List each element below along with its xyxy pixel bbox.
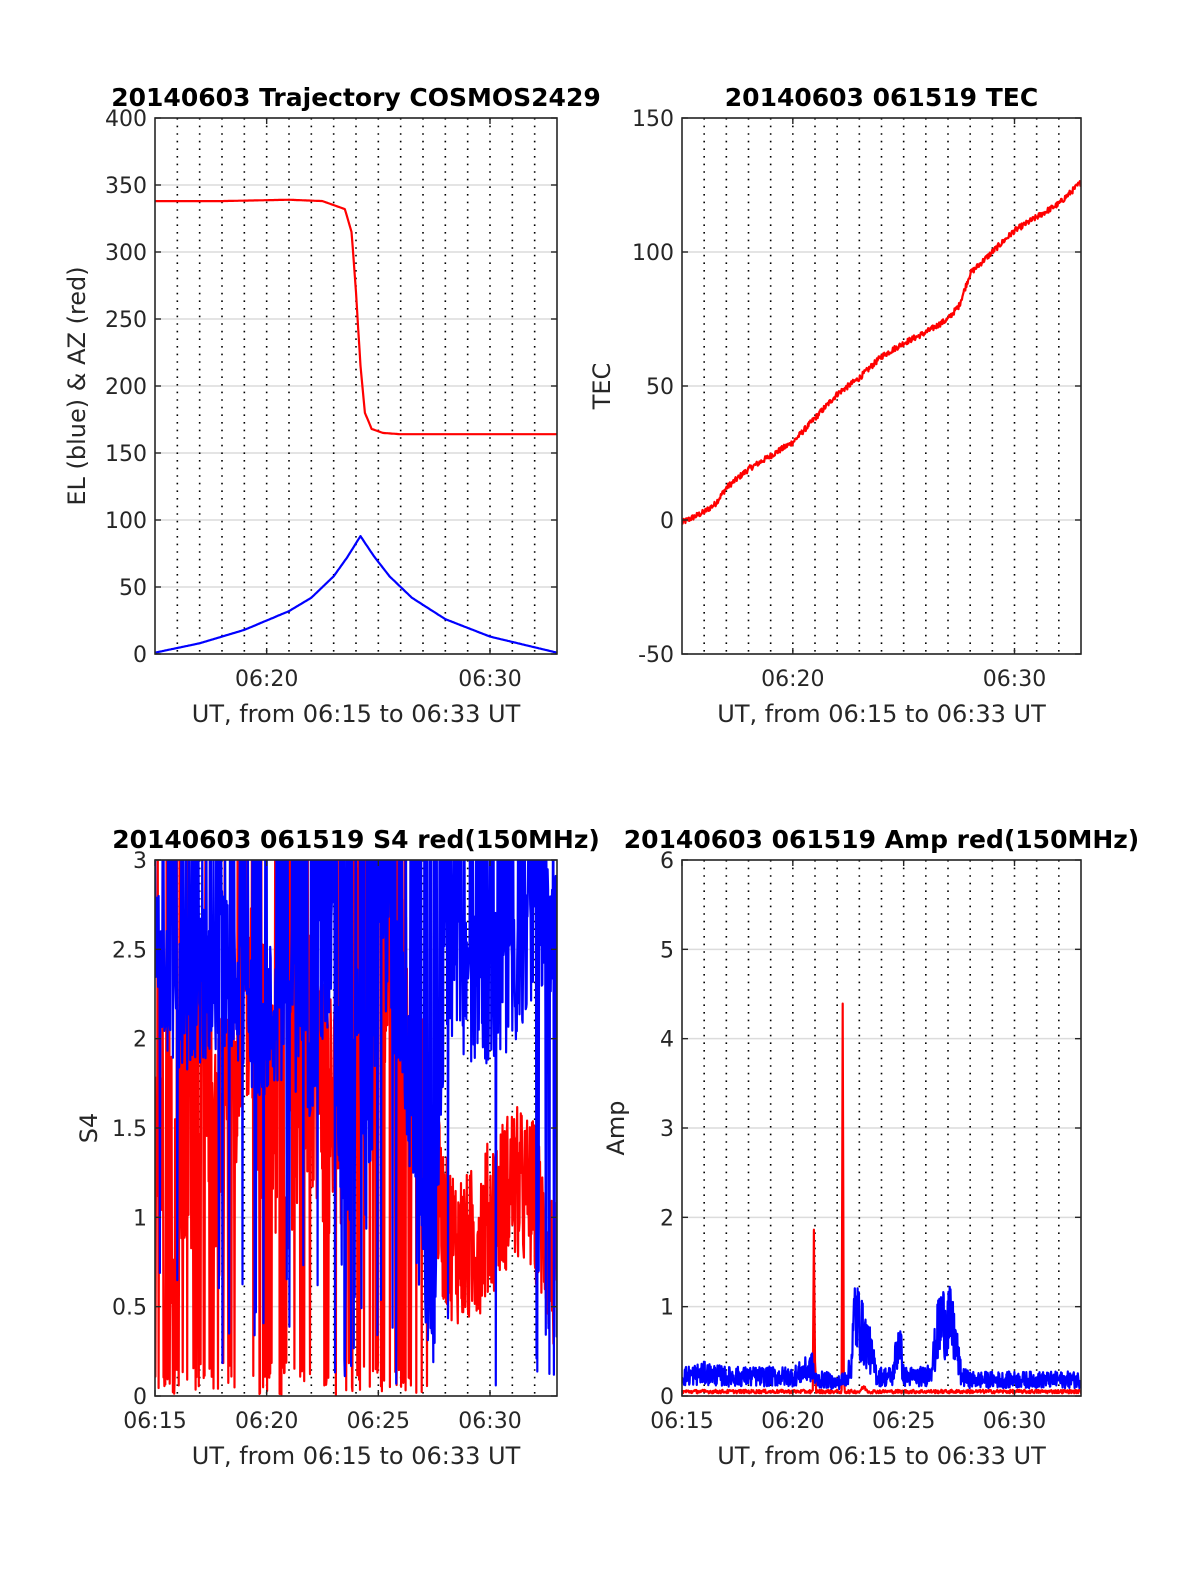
y-tick-label: 100 [105, 509, 147, 534]
y-axis-label: Amp [602, 1100, 630, 1155]
y-axis-label: EL (blue) & AZ (red) [63, 266, 91, 505]
x-tick-label: 06:20 [761, 1409, 824, 1434]
y-tick-label: 5 [660, 938, 674, 963]
x-tick-label: 06:30 [983, 1409, 1046, 1434]
chart-panel-2: -50 0 50 100 150 06:20 06:30 20140603 061519 TE… [588, 83, 1082, 728]
series-line-1 [682, 180, 1081, 525]
y-tick-label: 250 [105, 308, 147, 333]
chart-title: 20140603 061519 Amp red(150MHz) [624, 825, 1140, 854]
y-tick-label: 300 [105, 241, 147, 266]
x-axis-label: UT, from 06:15 to 06:33 UT [717, 1442, 1046, 1470]
y-tick-label: 150 [105, 442, 147, 467]
y-axis-label: TEC [588, 363, 616, 411]
x-axis-label: UT, from 06:15 to 06:33 UT [192, 1442, 521, 1470]
x-tick-label: 06:20 [761, 667, 824, 692]
y-tick-label: 3 [133, 849, 147, 874]
x-axis-label: UT, from 06:15 to 06:33 UT [192, 700, 521, 728]
chart-title: 20140603 061519 S4 red(150MHz) [112, 825, 600, 854]
y-tick-label: 100 [632, 241, 674, 266]
x-tick-label: 06:20 [235, 1409, 298, 1434]
data-layer [155, 860, 557, 1396]
y-tick-label: 0 [660, 1385, 674, 1410]
chart-panel-3: 0 0.5 1 1.5 2 2.5 3 06:15 06:20 06:25 06:30 2014060… [75, 825, 600, 1470]
y-tick-label: 350 [105, 174, 147, 199]
x-axis-label: UT, from 06:15 to 06:33 UT [717, 700, 1046, 728]
y-tick-label: 50 [646, 375, 674, 400]
y-tick-label: 0 [133, 643, 147, 668]
y-tick-label: 1.5 [112, 1117, 147, 1142]
y-tick-label: 3 [660, 1117, 674, 1142]
data-layer [682, 180, 1081, 525]
y-tick-label: 150 [632, 107, 674, 132]
y-tick-label: 1 [133, 1206, 147, 1231]
y-tick-label: 200 [105, 375, 147, 400]
y-tick-label: 0 [133, 1385, 147, 1410]
y-tick-label: 6 [660, 849, 674, 874]
chart-panel-4: 0 1 2 3 4 5 6 06:15 06:20 06:25 06:30 20140603 0615… [602, 825, 1139, 1470]
y-tick-label: 2 [133, 1028, 147, 1053]
series-line-2 [155, 535, 557, 654]
y-tick-label: 0.5 [112, 1296, 147, 1321]
y-tick-label: 1 [660, 1296, 674, 1321]
y-tick-label: 2 [660, 1206, 674, 1231]
chart-title: 20140603 061519 TEC [725, 83, 1038, 112]
chart-title: 20140603 Trajectory COSMOS2429 [111, 83, 601, 112]
chart-panel-1: 0 50 100 150 200 250 300 350 400 06:20 06:30 201406… [63, 83, 601, 728]
x-tick-label: 06:25 [872, 1409, 935, 1434]
series-line-1 [155, 198, 557, 436]
x-tick-label: 06:30 [983, 667, 1046, 692]
y-tick-label: 0 [660, 509, 674, 534]
y-tick-label: 4 [660, 1028, 674, 1053]
y-tick-label: 400 [105, 107, 147, 132]
x-tick-label: 06:20 [235, 667, 298, 692]
series-line-2 [682, 1285, 1081, 1391]
x-tick-label: 06:15 [123, 1409, 186, 1434]
x-tick-label: 06:30 [458, 667, 521, 692]
x-tick-label: 06:30 [458, 1409, 521, 1434]
y-axis-label: S4 [75, 1113, 103, 1144]
x-tick-label: 06:15 [650, 1409, 713, 1434]
data-layer [155, 198, 557, 654]
y-tick-label: -50 [638, 643, 674, 668]
series-line-2 [155, 860, 557, 1387]
y-tick-label: 50 [119, 576, 147, 601]
y-tick-label: 2.5 [112, 938, 147, 963]
x-tick-label: 06:25 [347, 1409, 410, 1434]
